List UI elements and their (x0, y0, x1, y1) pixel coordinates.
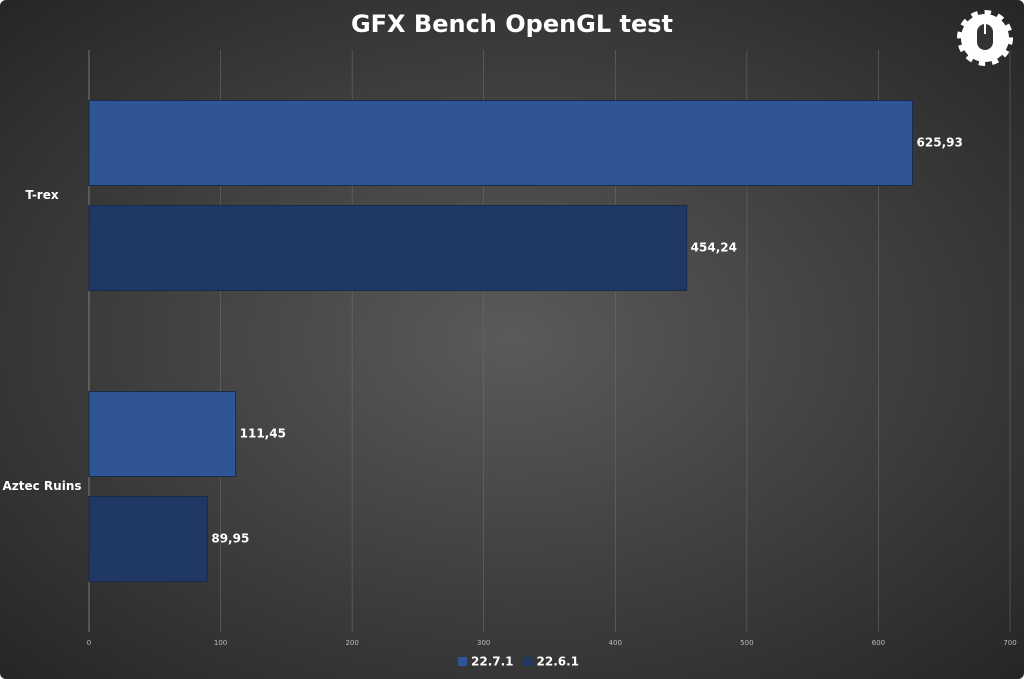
x-tick-label: 200 (345, 639, 358, 647)
x-tick-label: 700 (1003, 639, 1016, 647)
y-tick-label: Aztec Ruins (2, 479, 81, 493)
x-tick-label: 300 (477, 639, 490, 647)
chart-title: GFX Bench OpenGL test (351, 10, 673, 38)
data-label: 89,95 (211, 532, 249, 546)
data-label: 625,93 (917, 136, 963, 150)
bar (88, 496, 208, 582)
data-label: 454,24 (691, 241, 737, 255)
data-label: 111,45 (240, 427, 286, 441)
x-tick-label: 100 (214, 639, 227, 647)
x-tick-label: 600 (872, 639, 885, 647)
logo (957, 10, 1013, 66)
bar (88, 391, 237, 477)
legend-swatch (523, 657, 533, 666)
y-tick-label: T-rex (25, 188, 58, 202)
x-tick-label: 500 (740, 639, 753, 647)
legend-label: 22.7.1 (471, 655, 514, 669)
bar (88, 205, 688, 291)
x-tick-label: 0 (87, 639, 91, 647)
bar (88, 100, 914, 186)
x-tick-label: 400 (609, 639, 622, 647)
legend-swatch (458, 657, 467, 666)
legend-label: 22.6.1 (537, 655, 580, 669)
